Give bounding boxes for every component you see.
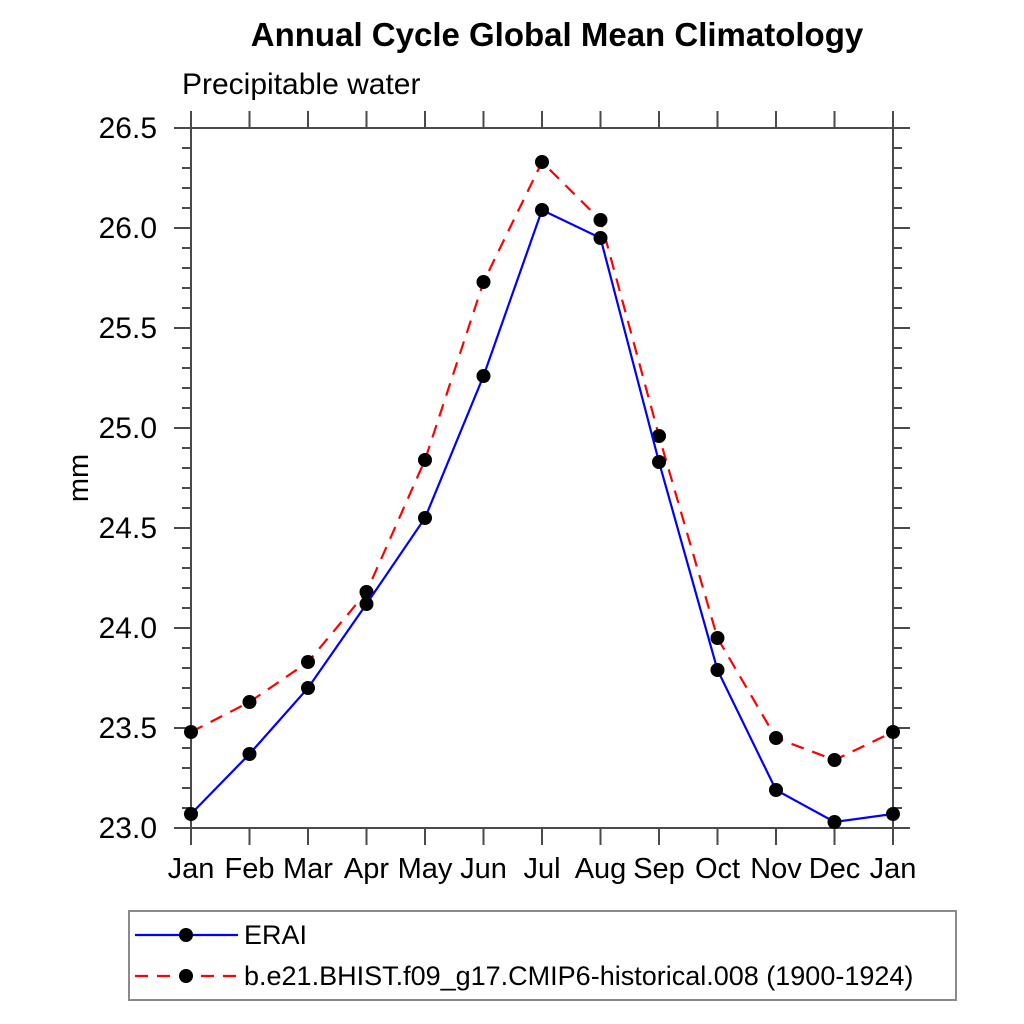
legend-label-erai: ERAI [244, 919, 308, 950]
data-point-marker [769, 783, 783, 797]
y-tick-label: 26.5 [99, 112, 157, 145]
data-point-marker [886, 807, 900, 821]
data-point-marker [593, 231, 608, 245]
x-tick-label: Jul [523, 853, 560, 885]
data-point-marker [535, 155, 549, 169]
data-point-marker [710, 663, 725, 677]
y-tick-label: 23.0 [99, 812, 157, 845]
x-tick-label: Aug [575, 853, 627, 885]
data-point-marker [827, 753, 842, 767]
x-tick-label: Apr [344, 853, 389, 885]
data-point-marker [359, 585, 374, 599]
data-point-marker [359, 597, 374, 611]
y-tick-label: 23.5 [99, 712, 157, 745]
data-point-marker [476, 275, 491, 289]
series-line-erai [190, 208, 894, 824]
x-tick-label: Feb [225, 853, 275, 885]
data-point-marker [769, 731, 783, 745]
legend: ERAI b.e21.BHIST.f09_g17.CMIP6-historica… [128, 910, 957, 1001]
y-tick-label: 25.5 [99, 312, 157, 345]
x-tick-label: Sep [633, 853, 685, 885]
chart-title: Annual Cycle Global Mean Climatology [250, 16, 864, 53]
plot-frame [190, 127, 894, 829]
x-tick-label: Dec [809, 853, 861, 885]
data-point-marker [593, 213, 608, 227]
x-tick-label: Jan [870, 853, 917, 885]
x-tick-label: Nov [750, 853, 802, 885]
legend-solid-line-icon [135, 928, 238, 942]
legend-dashed-line-icon [135, 969, 238, 983]
legend-marker-dot [179, 969, 193, 983]
legend-marker-dot [179, 928, 193, 942]
x-tick-label: Mar [283, 853, 333, 885]
data-point-marker [652, 455, 666, 469]
legend-item-erai: ERAI [130, 917, 955, 953]
legend-label-model: b.e21.BHIST.f09_g17.CMIP6-historical.008… [244, 960, 914, 991]
y-tick-label: 24.0 [99, 612, 157, 645]
data-point-marker [301, 655, 315, 669]
data-point-marker [652, 429, 666, 443]
legend-item-model: b.e21.BHIST.f09_g17.CMIP6-historical.008… [130, 958, 955, 994]
data-point-marker [886, 725, 900, 739]
x-tick-label: Jan [168, 853, 215, 885]
data-point-marker [710, 631, 725, 645]
data-point-marker [535, 203, 549, 217]
data-point-marker [242, 695, 257, 709]
chart-subtitle: Precipitable water [182, 68, 421, 101]
data-point-marker [476, 369, 491, 383]
data-point-marker [418, 511, 432, 525]
series-line-model [190, 160, 894, 762]
data-point-marker [418, 453, 432, 467]
x-tick-label: May [398, 853, 453, 885]
y-tick-label: 26.0 [99, 212, 157, 245]
y-tick-label: 25.0 [99, 412, 157, 445]
x-tick-label: Jun [460, 853, 507, 885]
x-tick-label: Oct [695, 853, 740, 885]
data-point-marker [184, 807, 198, 821]
data-point-marker [184, 725, 198, 739]
data-point-marker [242, 747, 257, 761]
y-tick-label: 24.5 [99, 512, 157, 545]
data-point-marker [301, 681, 315, 695]
data-point-marker [827, 815, 842, 829]
